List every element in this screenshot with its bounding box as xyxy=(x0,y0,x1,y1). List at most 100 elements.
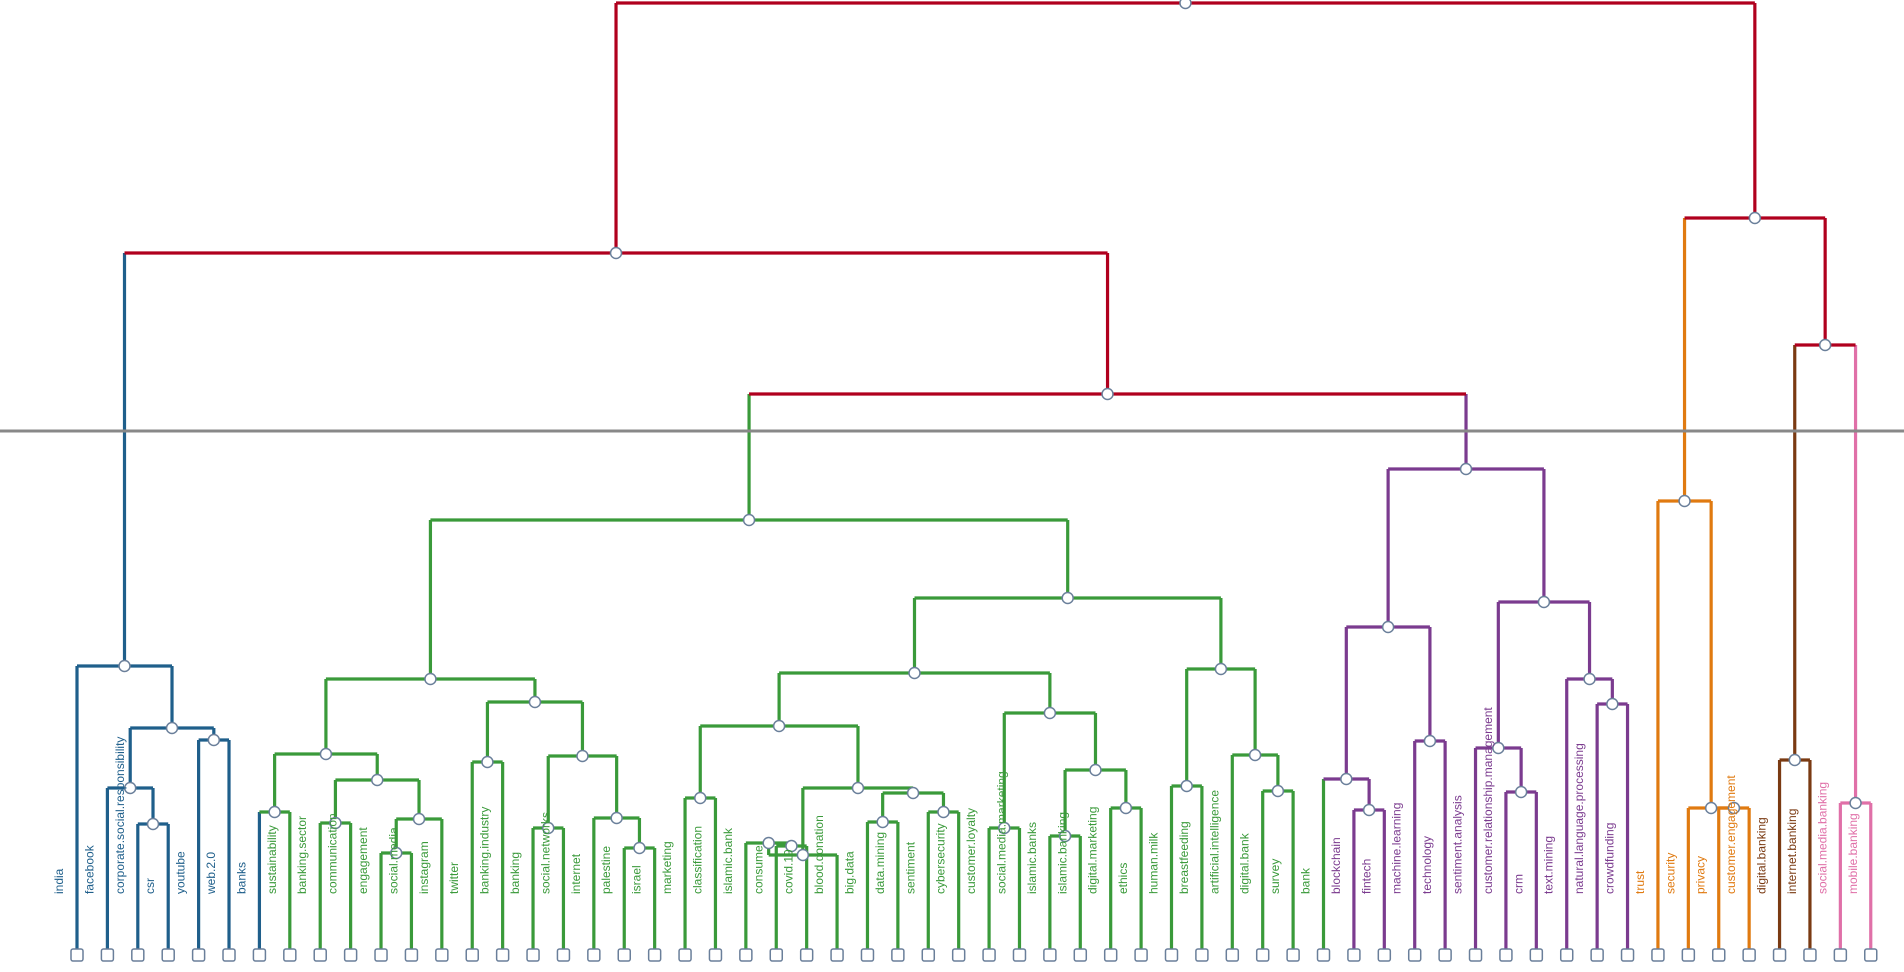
leaf-label: israel xyxy=(630,865,644,894)
merge-node xyxy=(481,755,494,769)
leaf-label: security xyxy=(1663,853,1677,894)
leaf-node xyxy=(556,948,571,962)
leaf-node xyxy=(222,948,236,962)
leaf-label: social.media xyxy=(386,827,400,894)
merge-node xyxy=(528,695,542,709)
leaf-label: customer.relationship.management xyxy=(1481,707,1495,894)
merge-node xyxy=(123,781,137,795)
merge-node xyxy=(268,805,281,819)
leaf-label: classification xyxy=(690,826,704,894)
leaf-label: fintech xyxy=(1359,859,1373,894)
merge-node xyxy=(694,791,707,805)
leaf-label: ethics xyxy=(1116,863,1130,894)
merge-node xyxy=(1101,387,1114,401)
leaf-node xyxy=(1651,948,1665,962)
merge-node xyxy=(609,246,623,260)
leaf-node xyxy=(404,948,419,962)
leaf-label: internet.banking xyxy=(1785,809,1799,894)
leaf-node xyxy=(1772,948,1787,962)
merge-node xyxy=(1423,734,1437,748)
leaf-labels: india facebook corporate.social.responsibi… xyxy=(52,707,1878,962)
leaf-node xyxy=(161,948,175,962)
leaf-label: internet xyxy=(569,853,583,894)
leaf-node xyxy=(1407,948,1422,962)
leaf-label: blockchain xyxy=(1329,837,1343,894)
merge-node xyxy=(1583,672,1596,686)
leaf-node xyxy=(1529,948,1544,962)
leaf-label: islamic.banks xyxy=(1025,822,1039,894)
leaf-node xyxy=(1225,948,1240,962)
leaf-node xyxy=(1103,948,1118,962)
leaf-node xyxy=(799,948,814,962)
leaf-label: consumer xyxy=(751,841,765,894)
merge-node xyxy=(541,821,555,835)
merge-node xyxy=(1119,801,1133,815)
merge-node xyxy=(1492,741,1505,755)
leaf-label: technology xyxy=(1420,836,1434,894)
leaf-node xyxy=(921,948,936,962)
leaf-label: artificial.intelligence xyxy=(1207,790,1221,894)
merge-node xyxy=(1179,0,1192,10)
leaf-node xyxy=(1590,948,1604,962)
merge-node xyxy=(370,773,384,787)
leaf-node xyxy=(1195,948,1209,962)
merge-node xyxy=(1381,620,1395,634)
leaf-label: sustainability xyxy=(265,825,279,894)
merge-node xyxy=(908,666,921,680)
leaf-label: privacy xyxy=(1694,856,1708,894)
leaf-node xyxy=(1864,948,1878,962)
leaf-node xyxy=(1742,948,1756,962)
leaf-node xyxy=(100,948,115,962)
merge-node xyxy=(1514,785,1528,799)
merge-node xyxy=(1606,697,1619,711)
merge-node xyxy=(146,817,160,831)
leaf-label: bank xyxy=(1299,867,1313,894)
leaf-label: csr xyxy=(143,878,157,894)
merge-node xyxy=(1061,591,1074,605)
leaf-label: cybersecurity xyxy=(934,823,948,894)
leaf-node xyxy=(1499,948,1513,962)
leaf-node xyxy=(1681,948,1696,962)
merge-node xyxy=(772,719,786,733)
merge-node xyxy=(329,816,342,830)
leaf-label: instagram xyxy=(417,841,431,894)
leaf-label: natural.language.processing xyxy=(1572,743,1586,894)
leaf-label: digital.bank xyxy=(1238,832,1252,894)
merge-node xyxy=(319,747,333,761)
leaf-label: corporate.social.responsibility xyxy=(113,737,127,894)
leaf-label: india xyxy=(52,868,66,894)
merge-node xyxy=(1748,211,1762,225)
leaf-node xyxy=(435,948,449,962)
leaf-label: text.mining xyxy=(1542,836,1556,894)
merge-node xyxy=(424,672,437,686)
merge-node xyxy=(165,721,179,735)
leaf-label: engagement xyxy=(356,827,370,894)
leaf-label: banking xyxy=(508,852,522,894)
merge-node xyxy=(610,811,623,825)
leaf-node xyxy=(1316,948,1331,962)
leaf-node xyxy=(739,948,753,962)
leaf-label: big.data xyxy=(842,851,856,894)
merge-node xyxy=(785,839,798,853)
leaf-label: human.milk xyxy=(1146,832,1160,894)
merge-node xyxy=(1340,772,1353,786)
leaf-node xyxy=(1012,948,1027,962)
leaf-label: covid.19 xyxy=(782,849,796,894)
merge-node xyxy=(576,749,589,763)
leaf-label: web.2.0 xyxy=(204,852,218,895)
leaf-node xyxy=(860,948,875,962)
merge-node xyxy=(633,841,646,855)
leaf-node xyxy=(1711,948,1726,962)
leaf-label: customer.loyalty xyxy=(964,808,978,894)
leaf-node xyxy=(526,948,540,962)
merge-node xyxy=(1704,801,1718,815)
merge-node xyxy=(937,805,950,819)
leaf-node xyxy=(313,948,327,962)
leaf-label: crm xyxy=(1511,874,1525,894)
leaf-label: social.media.banking xyxy=(1815,782,1829,894)
leaf-node xyxy=(587,948,601,962)
leaf-node xyxy=(982,948,996,962)
merge-node xyxy=(1727,801,1741,815)
leaf-label: customer.engagement xyxy=(1724,775,1738,894)
